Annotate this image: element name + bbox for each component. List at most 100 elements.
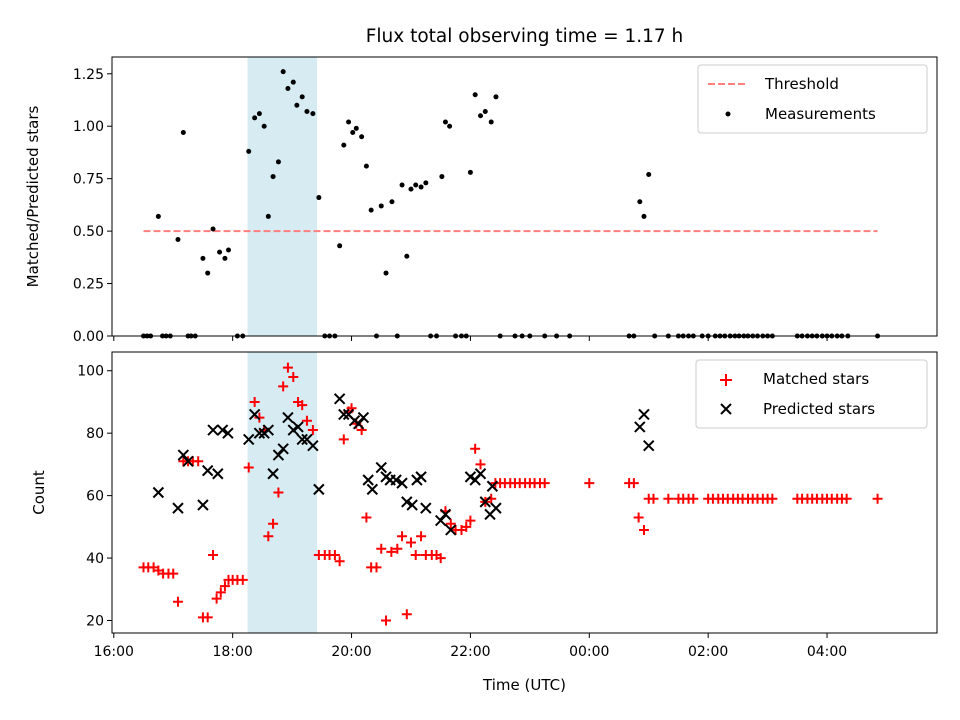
top-y-axis-label: Matched/Predicted stars bbox=[24, 106, 42, 288]
bottom-y-axis-label: Count bbox=[30, 470, 48, 515]
measurement-point bbox=[493, 94, 499, 100]
measurement-point bbox=[368, 207, 374, 213]
legend-predicted-swatch bbox=[720, 403, 732, 415]
predicted-star-point bbox=[262, 424, 275, 436]
x-tick-label: 00:00 bbox=[569, 644, 609, 660]
predicted-star-points bbox=[152, 393, 655, 536]
matched-star-point bbox=[376, 543, 387, 554]
predicted-star-point bbox=[420, 502, 432, 514]
matched-star-point bbox=[263, 531, 274, 542]
matched-star-point bbox=[475, 459, 486, 470]
matched-star-point bbox=[329, 549, 340, 560]
y-tick-label: 20 bbox=[86, 614, 104, 630]
top-axes-frame bbox=[111, 56, 938, 337]
matched-star-point bbox=[334, 556, 345, 567]
matched-star-point bbox=[584, 478, 595, 489]
measurement-point bbox=[359, 134, 365, 140]
top-x-ticks bbox=[113, 336, 828, 341]
y-tick-label: 0.00 bbox=[73, 329, 104, 345]
matched-star-point bbox=[278, 381, 289, 392]
predicted-star-point bbox=[638, 408, 650, 421]
measurement-point bbox=[353, 125, 359, 131]
measurement-point bbox=[442, 119, 448, 125]
predicted-star-point bbox=[439, 508, 452, 521]
measurement-point bbox=[225, 247, 231, 253]
matched-star-point bbox=[688, 493, 699, 504]
measurement-point bbox=[378, 203, 384, 209]
measurement-point bbox=[261, 123, 267, 129]
predicted-star-point bbox=[313, 483, 325, 496]
predicted-star-point bbox=[253, 427, 266, 439]
predicted-star-point bbox=[401, 496, 413, 508]
predicted-star-point bbox=[282, 411, 294, 424]
matched-star-point bbox=[361, 512, 372, 523]
top-y-axis: 0.00 0.25 0.50 0.75 1.00 1.25 bbox=[73, 67, 112, 345]
y-tick-label: 40 bbox=[86, 551, 104, 567]
predicted-star-point bbox=[201, 464, 214, 477]
predicted-star-point bbox=[352, 418, 365, 430]
matched-star-point bbox=[215, 587, 226, 598]
predicted-star-point bbox=[366, 483, 379, 496]
x-tick-label: 04:00 bbox=[807, 644, 847, 660]
measurement-point bbox=[256, 111, 262, 117]
matched-star-point bbox=[282, 362, 293, 373]
measurement-point bbox=[200, 255, 206, 261]
matched-star-point bbox=[307, 425, 318, 436]
measurement-point bbox=[316, 195, 322, 201]
matched-star-point bbox=[465, 515, 476, 526]
predicted-star-point bbox=[390, 474, 402, 486]
matched-star-point bbox=[397, 531, 408, 542]
predicted-star-point bbox=[338, 408, 350, 421]
x-tick-label: 18:00 bbox=[212, 644, 252, 660]
y-tick-label: 0.50 bbox=[73, 224, 104, 240]
measurement-point bbox=[222, 255, 228, 261]
top-legend: Threshold Measurements bbox=[697, 64, 928, 134]
measurement-point bbox=[304, 109, 310, 115]
y-tick-label: 0.25 bbox=[73, 277, 104, 293]
top-panel: 0.00 0.25 0.50 0.75 1.00 1.25 Matched/Predict… bbox=[24, 56, 938, 345]
matched-star-point bbox=[202, 612, 213, 623]
measurement-point bbox=[265, 213, 271, 219]
measurement-point bbox=[270, 174, 276, 180]
measurement-point bbox=[155, 213, 161, 219]
legend-matched-label: Matched stars bbox=[763, 370, 869, 388]
matched-star-point bbox=[392, 543, 403, 554]
bottom-legend: Matched stars Predicted stars bbox=[695, 359, 928, 429]
predicted-star-point bbox=[375, 461, 387, 474]
legend-measurement-swatch bbox=[725, 111, 731, 117]
matched-star-point bbox=[381, 615, 392, 626]
matched-star-points bbox=[138, 362, 883, 626]
measurement-point bbox=[404, 253, 410, 259]
matched-star-point bbox=[288, 371, 299, 382]
bottom-axes-frame bbox=[111, 351, 938, 634]
predicted-star-point bbox=[267, 468, 279, 480]
measurement-point bbox=[275, 159, 281, 165]
measurement-point bbox=[210, 226, 216, 232]
matched-star-point bbox=[254, 412, 265, 423]
measurement-point bbox=[280, 69, 286, 75]
y-tick-label: 60 bbox=[86, 489, 104, 505]
measurement-point bbox=[478, 113, 484, 119]
predicted-star-point bbox=[248, 408, 261, 421]
matched-star-point bbox=[410, 549, 421, 560]
matched-star-point bbox=[461, 521, 472, 532]
x-tick-label: 20:00 bbox=[331, 644, 371, 660]
matched-star-point bbox=[273, 487, 284, 498]
measurement-point bbox=[413, 182, 419, 188]
matched-star-point bbox=[470, 443, 481, 454]
measurement-point bbox=[447, 123, 453, 129]
measurement-point bbox=[310, 111, 316, 117]
predicted-star-point bbox=[362, 474, 374, 486]
y-tick-label: 80 bbox=[86, 426, 104, 442]
matched-star-point bbox=[405, 537, 416, 548]
x-tick-label: 02:00 bbox=[688, 644, 728, 660]
bottom-panel: 20 40 60 80 100 16:00 18:00 20:00 22:00 00:00 02:… bbox=[30, 351, 938, 694]
legend-matched-swatch bbox=[720, 374, 732, 386]
predicted-star-point bbox=[445, 524, 457, 536]
matched-star-point bbox=[767, 493, 778, 504]
measurement-point bbox=[175, 237, 181, 243]
legend-threshold-label: Threshold bbox=[764, 75, 839, 93]
measurement-point bbox=[246, 148, 252, 154]
top-highlight-span bbox=[247, 57, 318, 336]
matched-star-point bbox=[243, 462, 254, 473]
